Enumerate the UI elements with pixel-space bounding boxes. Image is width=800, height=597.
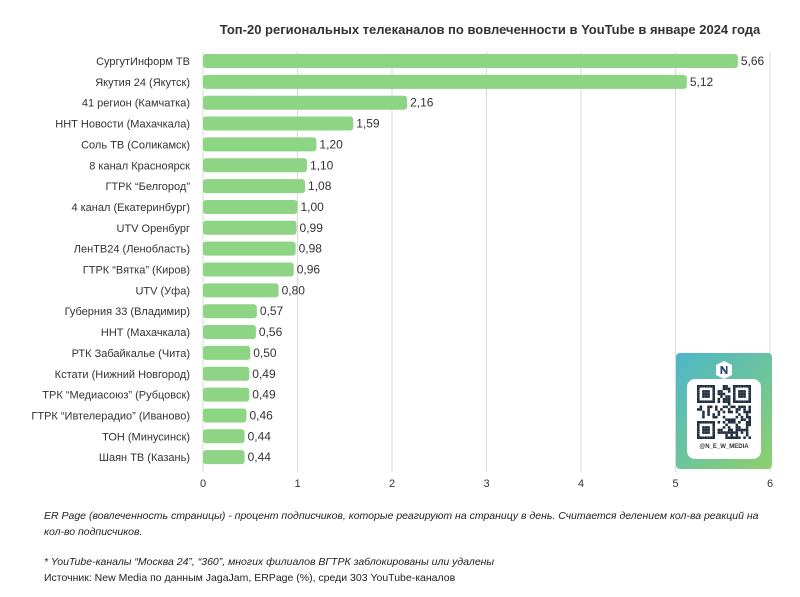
bars (203, 54, 738, 465)
x-axis-ticks: 0 1 2 3 4 5 6 (200, 478, 773, 490)
category-label: 8 канал Красноярск (89, 160, 190, 172)
value-label: 1,08 (308, 179, 332, 193)
value-label: 0,56 (259, 325, 283, 339)
source-note: Источник: New Media по данным JagaJam, E… (44, 572, 456, 584)
category-label: СургутИнформ ТВ (96, 56, 190, 68)
category-label: ГТРК “Ивтелерадио” (Иваново) (31, 410, 190, 422)
value-label: 0,98 (299, 242, 323, 256)
value-label: 0,99 (300, 221, 324, 235)
value-label: 1,10 (310, 158, 334, 172)
bar (203, 429, 245, 444)
bar (203, 262, 294, 277)
bar (203, 387, 250, 402)
category-label: Шаян ТВ (Казань) (99, 452, 190, 464)
chart-title: Топ-20 региональных телеканалов по вовле… (219, 22, 761, 37)
category-label: Якутия 24 (Якутск) (95, 77, 190, 89)
bar (203, 74, 687, 89)
footnote: * YouTube-каналы “Москва 24”, “360”, мно… (44, 556, 495, 568)
bar (203, 199, 298, 214)
bar (203, 116, 354, 131)
value-label: 0,80 (282, 283, 306, 297)
bar (203, 345, 251, 360)
value-label: 0,57 (260, 304, 284, 318)
bar-chart: СургутИнформ ТВ Якутия 24 (Якутск) 41 реги… (31, 52, 773, 490)
category-label: Кстати (Нижний Новгород) (55, 369, 190, 381)
qr-inner-panel: @N_E_W_MEDIA (687, 379, 761, 459)
x-tick-label: 1 (294, 478, 300, 490)
value-label: 0,44 (248, 450, 272, 464)
bar (203, 283, 279, 298)
bar (203, 325, 256, 340)
bar (203, 179, 306, 194)
x-tick-label: 5 (672, 478, 678, 490)
category-label: Губерния 33 (Владимир) (65, 306, 190, 318)
bar (203, 95, 408, 110)
bar (203, 158, 307, 173)
category-label: ГТРК “Белгород” (106, 181, 191, 193)
value-label: 5,66 (741, 54, 765, 68)
bar (203, 137, 317, 152)
category-label: 4 канал (Екатеринбург) (71, 202, 190, 214)
x-tick-label: 4 (578, 478, 584, 490)
value-label: 1,59 (356, 117, 380, 131)
category-labels: СургутИнформ ТВ Якутия 24 (Якутск) 41 реги… (31, 56, 190, 464)
value-label: 0,96 (297, 263, 321, 277)
category-label: ТРК “Медиасоюз” (Рубцовск) (42, 390, 190, 402)
category-label: ННТ (Махачкала) (101, 327, 190, 339)
category-label: UTV Оренбург (117, 223, 191, 235)
x-tick-label: 3 (483, 478, 489, 490)
qr-code-icon[interactable] (697, 385, 751, 439)
bar (203, 408, 247, 423)
value-label: 0,44 (248, 429, 272, 443)
bar (203, 450, 245, 465)
value-label: 1,00 (301, 200, 325, 214)
value-label: 0,46 (249, 408, 273, 422)
er-page-definition-note: ER Page (вовлеченность страницы) - проце… (44, 510, 759, 538)
qr-handle-label: @N_E_W_MEDIA (699, 444, 749, 450)
category-label: ННТ Новости (Махачкала) (55, 119, 190, 131)
x-tick-label: 6 (767, 478, 773, 490)
value-label: 1,20 (319, 137, 343, 151)
qr-card[interactable]: @N_E_W_MEDIA (676, 353, 772, 469)
new-media-logo-icon (716, 361, 732, 379)
value-label: 2,16 (410, 96, 434, 110)
category-label: РТК Забайкалье (Чита) (72, 348, 190, 360)
x-tick-label: 0 (200, 478, 206, 490)
category-label: UTV (Уфа) (135, 285, 190, 297)
bar (203, 241, 296, 256)
value-labels: 5,66 5,12 2,16 1,59 1,20 1,10 1,08 1,00 0,99 0,98… (248, 54, 765, 464)
value-label: 5,12 (690, 75, 714, 89)
bar (203, 304, 257, 319)
value-label: 0,49 (252, 388, 276, 402)
bar (203, 54, 738, 68)
category-label: Соль ТВ (Соликамск) (81, 139, 190, 151)
bar (203, 220, 297, 235)
value-label: 0,49 (252, 367, 276, 381)
category-label: ГТРК “Вятка” (Киров) (83, 265, 190, 277)
value-label: 0,50 (253, 346, 277, 360)
category-label: 41 регион (Камчатка) (82, 98, 190, 110)
x-tick-label: 2 (389, 478, 395, 490)
bar (203, 366, 250, 381)
category-label: ТОН (Минусинск) (102, 431, 190, 443)
category-label: ЛенТВ24 (Ленобласть) (74, 244, 190, 256)
